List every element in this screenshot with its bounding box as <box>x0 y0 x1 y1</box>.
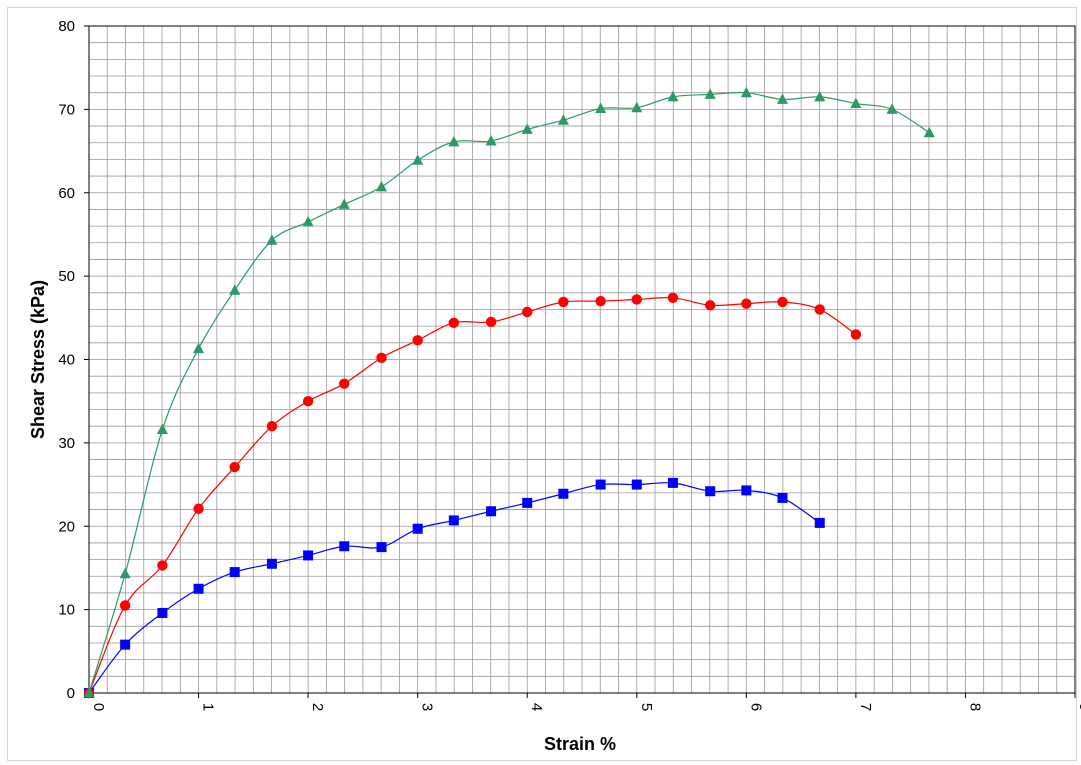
data-point-square <box>412 523 423 534</box>
data-point-circle <box>522 306 533 318</box>
data-point-triangle <box>302 215 314 227</box>
data-point-square <box>266 558 277 569</box>
data-point-circle <box>412 335 423 346</box>
data-point-triangle <box>412 154 424 165</box>
data-point-circle <box>339 378 350 389</box>
series-layer <box>83 86 935 699</box>
data-point-circle <box>595 295 606 307</box>
data-point-square <box>777 492 788 503</box>
data-point-square <box>667 477 678 488</box>
y-tick-label: 60 <box>58 185 75 202</box>
data-point-circle <box>814 304 825 315</box>
data-point-square <box>558 488 569 499</box>
data-point-triangle <box>193 342 205 354</box>
data-point-square <box>522 497 533 508</box>
y-axis-label: Shear Stress (kPa) <box>28 280 48 439</box>
y-tick-label: 70 <box>58 101 75 118</box>
data-point-triangle <box>119 567 131 579</box>
data-point-triangle <box>814 90 826 102</box>
data-point-circle <box>631 294 642 305</box>
data-point-square <box>448 515 459 526</box>
chart-frame <box>7 7 1077 761</box>
data-point-square <box>741 485 752 496</box>
data-point-square <box>376 542 387 553</box>
x-tick-label: 7 <box>857 703 874 711</box>
x-tick-label: 6 <box>747 703 764 711</box>
data-point-triangle <box>740 86 752 98</box>
data-point-circle <box>266 421 278 432</box>
y-tick-label: 80 <box>58 18 75 35</box>
data-point-triangle <box>448 135 460 147</box>
x-tick-label: 1 <box>200 703 217 711</box>
data-point-circle <box>229 461 240 473</box>
x-tick-label: 8 <box>966 703 983 711</box>
data-point-square <box>120 639 131 650</box>
data-point-circle <box>448 317 460 329</box>
data-point-square <box>814 517 825 528</box>
data-point-square <box>193 583 204 594</box>
grid <box>89 26 1075 693</box>
x-tick-label: 4 <box>528 703 545 711</box>
data-point-triangle <box>156 423 168 435</box>
data-point-triangle <box>850 97 862 109</box>
data-point-square <box>229 567 240 578</box>
data-point-square <box>339 541 350 552</box>
data-point-circle <box>667 292 679 304</box>
data-point-triangle <box>557 114 569 125</box>
data-point-circle <box>558 296 569 308</box>
x-tick-label: 0 <box>90 703 107 711</box>
data-point-square <box>631 479 642 490</box>
series-line <box>88 296 857 694</box>
y-tick-label: 50 <box>58 268 75 285</box>
series-circle <box>83 292 862 699</box>
data-point-square <box>486 506 497 517</box>
data-point-circle <box>157 560 168 571</box>
data-point-circle <box>376 352 387 364</box>
y-tick-label: 10 <box>58 602 75 619</box>
data-point-triangle <box>83 687 95 698</box>
series-square <box>84 477 825 698</box>
data-point-triangle <box>631 101 643 113</box>
data-point-circle <box>850 329 862 340</box>
y-tick-label: 40 <box>58 352 75 369</box>
data-point-triangle <box>338 198 350 209</box>
data-point-triangle <box>485 135 497 146</box>
x-tick-label: 5 <box>638 703 655 711</box>
x-tick-label: 9 <box>1076 703 1081 711</box>
data-point-circle <box>704 300 716 311</box>
data-point-circle <box>741 298 752 309</box>
data-point-circle <box>302 395 314 407</box>
y-tick-label: 30 <box>58 435 75 452</box>
data-point-triangle <box>266 234 278 245</box>
data-point-triangle <box>667 90 679 102</box>
data-point-triangle <box>595 102 607 114</box>
data-point-triangle <box>923 126 935 138</box>
data-point-triangle <box>704 88 716 99</box>
data-point-square <box>303 550 314 561</box>
data-point-square <box>157 607 168 618</box>
data-point-triangle <box>776 93 788 104</box>
y-tick-label: 20 <box>58 518 75 535</box>
data-point-triangle <box>521 123 533 134</box>
x-tick-label: 3 <box>419 703 436 711</box>
y-tick-label: 0 <box>67 685 75 702</box>
x-tick-label: 2 <box>309 703 326 711</box>
data-point-circle <box>777 296 788 308</box>
series-triangle <box>83 86 935 698</box>
data-point-triangle <box>886 103 898 114</box>
data-point-square <box>705 486 716 497</box>
data-point-circle <box>193 503 204 514</box>
data-point-circle <box>485 316 497 328</box>
data-point-square <box>595 479 606 490</box>
x-axis-label: Strain % <box>544 734 616 754</box>
data-point-triangle <box>229 284 241 295</box>
data-point-circle <box>119 600 131 611</box>
tick-labels: 0 1 2 3 4 5 6 7 8 9 0 10 20 30 40 50 60 70 80 <box>58 18 1081 711</box>
data-point-triangle <box>376 180 388 192</box>
